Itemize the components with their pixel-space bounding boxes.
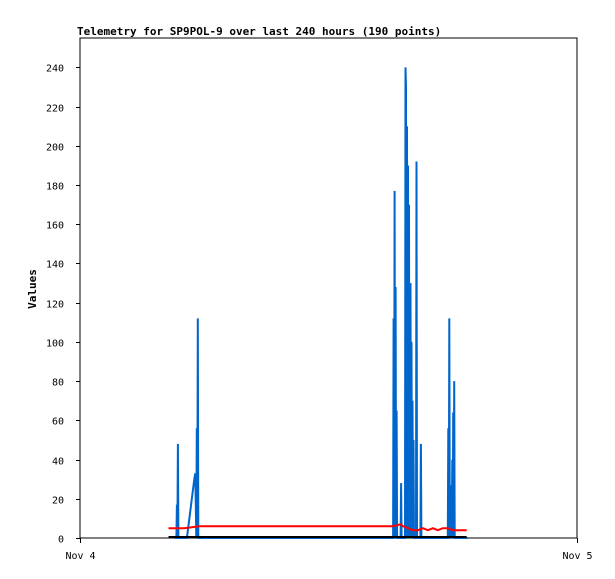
y-axis: 0 20 40 60 80 100 120 140 160 180 200 220 240	[46, 64, 80, 546]
x-tick-label: Nov 5	[562, 551, 592, 562]
y-tick-label: 200	[46, 143, 64, 154]
series-layer	[168, 67, 468, 539]
y-tick-label: 180	[46, 182, 64, 193]
plot-area	[79, 37, 578, 539]
y-tick-label: 100	[46, 339, 64, 350]
y-tick-label: 60	[52, 417, 64, 428]
y-tick-label: 160	[46, 221, 64, 232]
x-axis: Nov 4 Nov 5	[65, 538, 593, 562]
y-tick-label: 220	[46, 104, 64, 115]
y-tick-label: 240	[46, 64, 64, 75]
y-tick-label: 40	[52, 457, 64, 468]
x-tick-label: Nov 4	[65, 551, 95, 562]
y-tick-label: 120	[46, 300, 64, 311]
series-line-1	[174, 67, 468, 539]
y-tick-label: 80	[52, 378, 64, 389]
y-tick-label: 140	[46, 260, 64, 271]
y-tick-label: 0	[58, 535, 64, 546]
y-axis-label: Values	[26, 269, 39, 309]
series-line-2	[168, 523, 467, 532]
y-tick-label: 20	[52, 496, 64, 507]
chart-title: Telemetry for SP9POL-9 over last 240 hou…	[77, 25, 441, 38]
